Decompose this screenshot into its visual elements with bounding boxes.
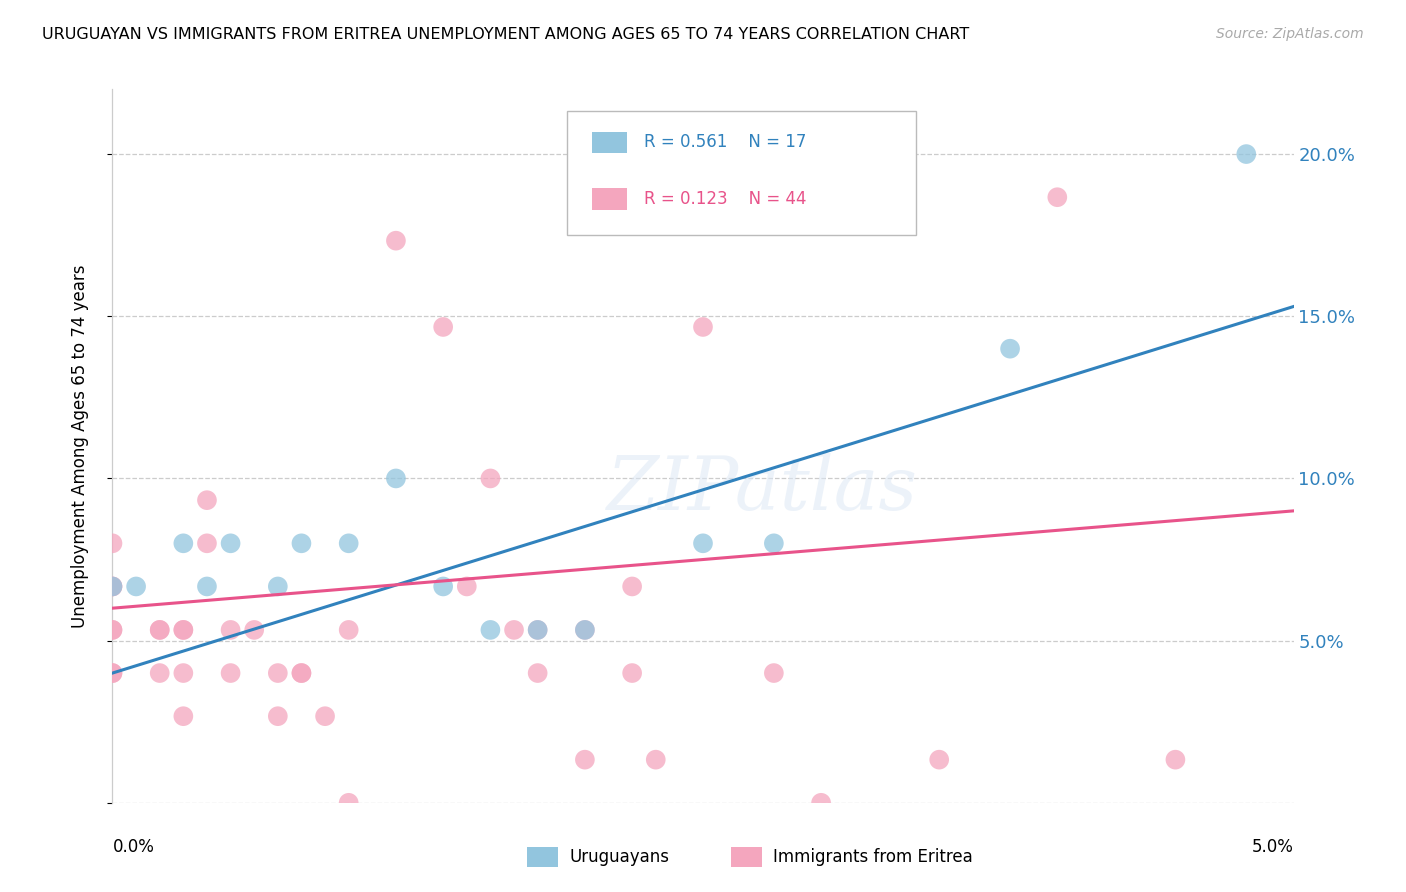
Point (267, 666, 290, 681)
Point (101, 536, 124, 550)
Point (267, 579, 290, 593)
Point (762, 536, 785, 550)
Point (337, 623, 360, 637)
Y-axis label: Unemployment Among Ages 65 to 74 years: Unemployment Among Ages 65 to 74 years (70, 264, 89, 628)
Point (574, 753, 596, 767)
Text: Uruguayans: Uruguayans (569, 848, 669, 866)
Point (503, 623, 526, 637)
Point (172, 666, 194, 681)
Point (101, 666, 124, 681)
Point (149, 623, 172, 637)
Point (456, 579, 478, 593)
Point (101, 579, 124, 593)
Point (526, 666, 548, 681)
Point (574, 623, 596, 637)
Point (101, 623, 124, 637)
Point (195, 579, 218, 593)
Text: 5.0%: 5.0% (1251, 838, 1294, 856)
Point (526, 623, 548, 637)
Point (172, 709, 194, 723)
Point (290, 666, 312, 681)
Point (101, 579, 124, 593)
Point (314, 709, 336, 723)
Point (810, 796, 832, 810)
Text: Immigrants from Eritrea: Immigrants from Eritrea (773, 848, 973, 866)
FancyBboxPatch shape (592, 188, 627, 210)
Point (574, 623, 596, 637)
Point (195, 536, 218, 550)
Point (479, 471, 502, 485)
Point (762, 666, 785, 681)
Point (1164, 753, 1187, 767)
Point (101, 579, 124, 593)
Text: Source: ZipAtlas.com: Source: ZipAtlas.com (1216, 27, 1364, 41)
Point (172, 623, 194, 637)
Text: URUGUAYAN VS IMMIGRANTS FROM ERITREA UNEMPLOYMENT AMONG AGES 65 TO 74 YEARS CORR: URUGUAYAN VS IMMIGRANTS FROM ERITREA UNE… (42, 27, 969, 42)
Point (621, 666, 644, 681)
Point (928, 753, 950, 767)
Point (337, 796, 360, 810)
Point (125, 579, 148, 593)
Point (479, 623, 502, 637)
Text: R = 0.123    N = 44: R = 0.123 N = 44 (644, 190, 807, 208)
Point (172, 623, 194, 637)
Point (219, 536, 242, 550)
Point (432, 320, 454, 334)
Point (692, 536, 714, 550)
Point (526, 623, 548, 637)
Point (385, 471, 408, 485)
Point (219, 666, 242, 681)
Point (219, 623, 242, 637)
Point (621, 579, 644, 593)
Point (290, 666, 312, 681)
Text: R = 0.561    N = 17: R = 0.561 N = 17 (644, 134, 806, 152)
Point (243, 623, 266, 637)
Point (149, 666, 172, 681)
Point (149, 623, 172, 637)
Text: 0.0%: 0.0% (112, 838, 155, 856)
Point (432, 579, 454, 593)
Point (101, 666, 124, 681)
Point (101, 623, 124, 637)
Point (337, 536, 360, 550)
Point (1046, 190, 1069, 204)
FancyBboxPatch shape (567, 111, 915, 235)
Point (172, 536, 194, 550)
Point (195, 493, 218, 508)
Point (644, 753, 666, 767)
Point (1234, 147, 1257, 161)
FancyBboxPatch shape (592, 132, 627, 153)
Point (692, 320, 714, 334)
Point (290, 536, 312, 550)
Text: ZIPatlas: ZIPatlas (606, 452, 918, 525)
Point (267, 709, 290, 723)
Point (998, 342, 1021, 356)
Point (385, 234, 408, 248)
